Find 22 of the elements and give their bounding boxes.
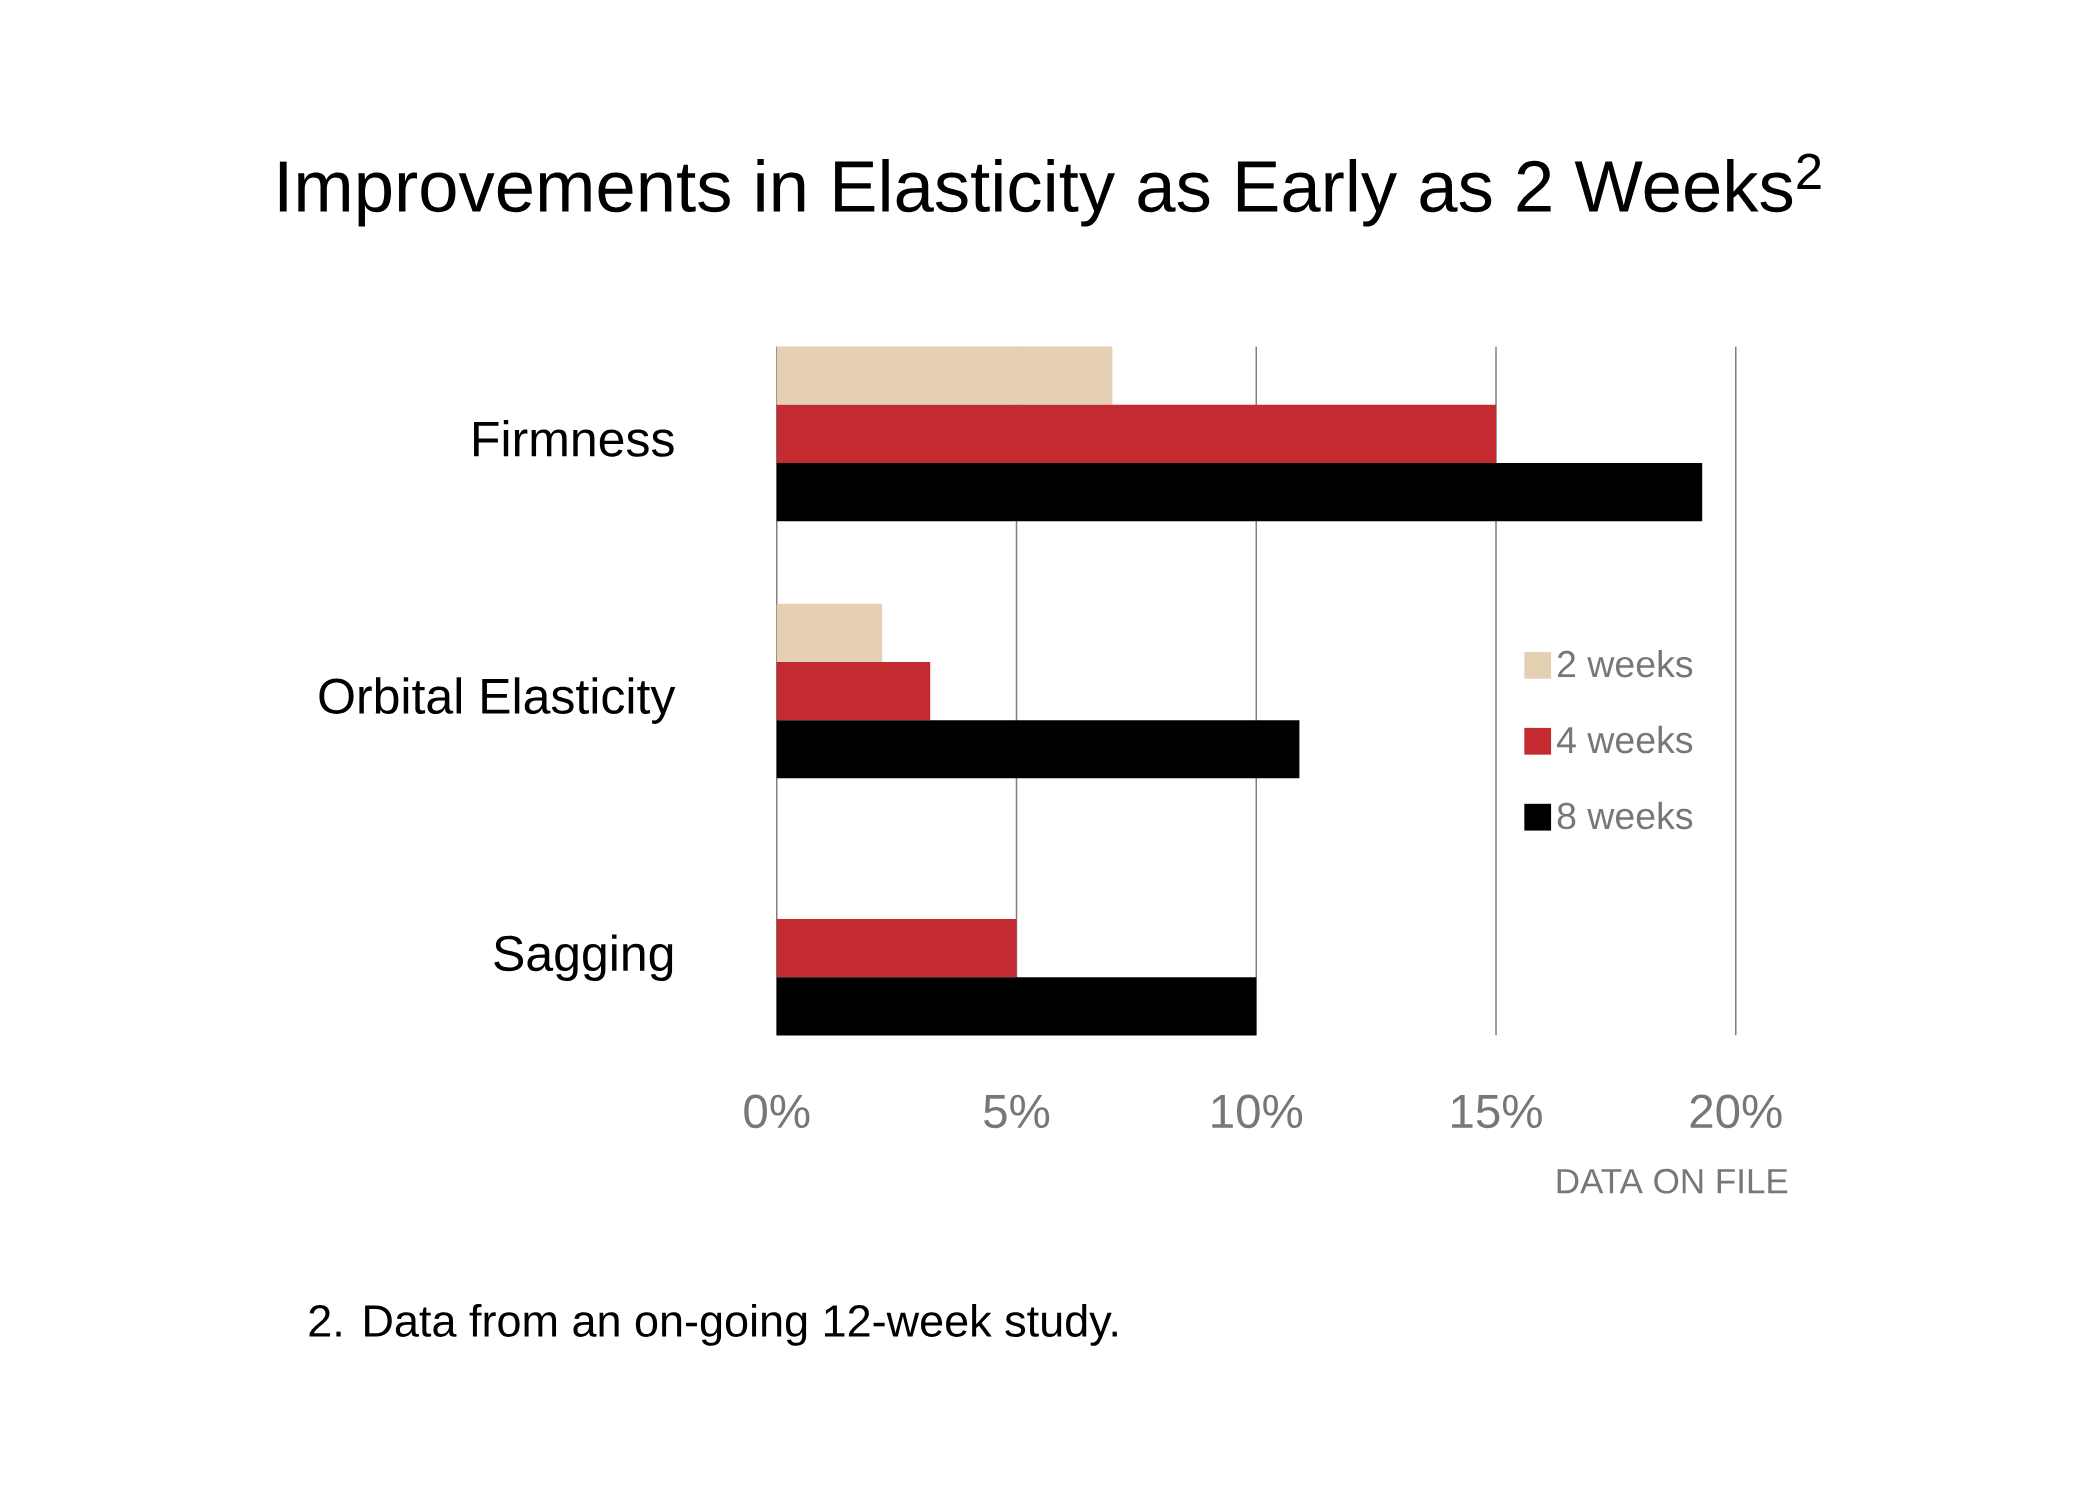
- bar: [776, 404, 1497, 463]
- y-tick-label: Sagging: [494, 934, 673, 982]
- y-tick-label: Firmness: [474, 420, 674, 457]
- legend-label: 2 weeks: [1557, 649, 1693, 678]
- x-tick-label: 15%: [1452, 1094, 1542, 1129]
- y-tick-label: Orbital Elasticity: [319, 677, 676, 724]
- bar: [776, 977, 1257, 1036]
- x-tick-label: 10%: [1212, 1094, 1303, 1129]
- bar: [776, 603, 883, 662]
- bar: [776, 346, 1113, 405]
- legend-label: 4 weeks: [1556, 725, 1693, 754]
- bar: [776, 661, 931, 721]
- bar: [776, 720, 1300, 779]
- x-tick-label: 5%: [984, 1094, 1050, 1129]
- text: DATA ON FILE: [1557, 1168, 1788, 1194]
- chart-title: Improvements in Elasticity as Early as 2 Weeks$^{2}$: [279, 153, 1821, 227]
- legend-label: 8 weeks: [1557, 801, 1693, 830]
- text: 2. Data from an on-going 12-week study.: [309, 1303, 1117, 1346]
- bar: [776, 919, 1017, 978]
- x-tick-label: 0%: [744, 1094, 810, 1129]
- x-tick-label: 20%: [1690, 1094, 1782, 1129]
- bar: [776, 462, 1703, 522]
